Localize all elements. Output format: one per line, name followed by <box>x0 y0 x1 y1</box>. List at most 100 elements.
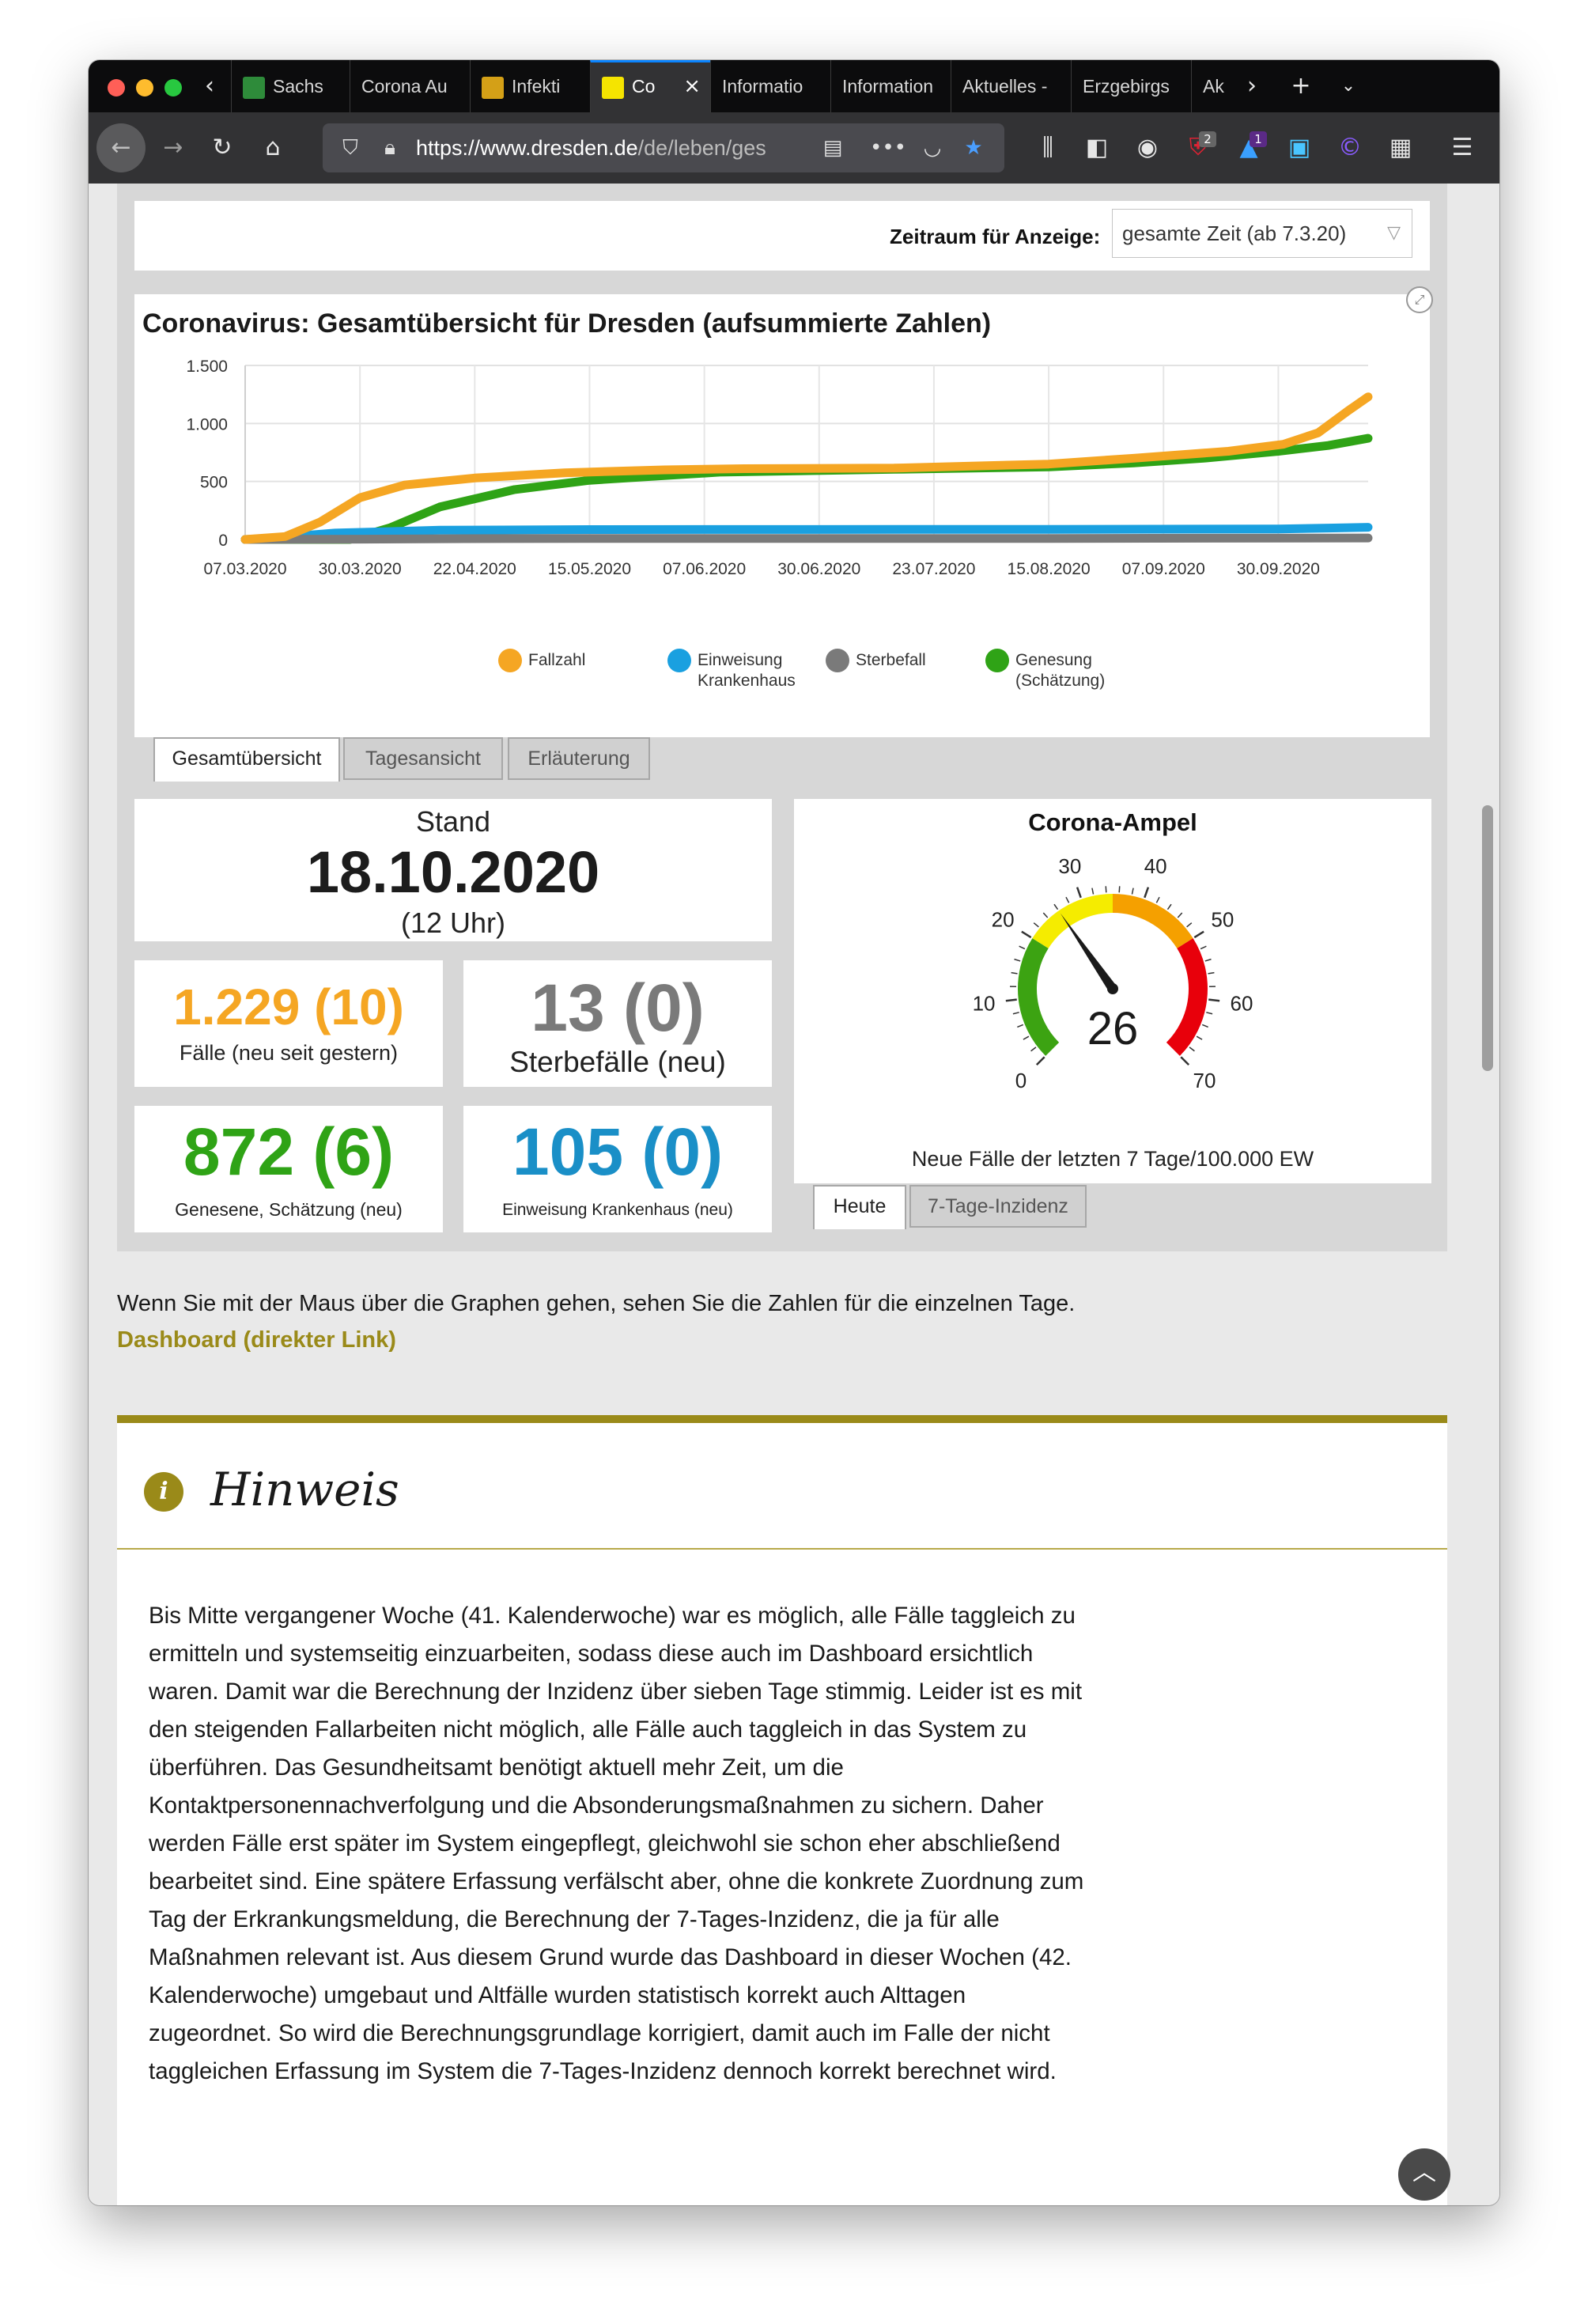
copyright-extension-icon[interactable]: © <box>1338 134 1362 161</box>
x-tick-label: 15.05.2020 <box>548 560 631 578</box>
incidence-gauge[interactable]: 0 10 20 30 40 50 60 70 26 <box>968 854 1257 1092</box>
browser-window: ‹ Sachs Corona Au Infekti Co × Informati… <box>89 60 1499 2205</box>
scroll-to-top-button[interactable]: ︿ <box>1398 2148 1450 2201</box>
browser-tab[interactable]: Ak <box>1191 60 1234 112</box>
tab-tagesansicht[interactable]: Tagesansicht <box>343 737 503 780</box>
url-bar[interactable]: ⛉ 🔒︎ https://www.dresden.de/de/leben/ges… <box>323 123 1004 172</box>
browser-tab[interactable]: Infekti <box>470 60 590 112</box>
zoom-window-button[interactable] <box>164 79 182 97</box>
scroll-tabs-left-icon[interactable]: ‹ <box>205 72 214 100</box>
legend-item-sterbefall[interactable]: Sterbefall <box>826 649 926 672</box>
page-scrollbar[interactable] <box>1477 184 1499 2205</box>
browser-tab[interactable]: Erzgebirgs <box>1071 60 1191 112</box>
y-tick-label: 1.500 <box>186 358 228 376</box>
pocket-icon[interactable]: ◡ <box>923 136 942 160</box>
page-actions-icon[interactable]: ••• <box>870 136 907 160</box>
close-tab-icon[interactable]: × <box>683 74 701 98</box>
bookmark-star-icon[interactable]: ★ <box>964 136 983 160</box>
stand-time: (12 Uhr) <box>400 907 506 939</box>
scrollbar-thumb[interactable] <box>1482 805 1493 1071</box>
reader-view-icon[interactable]: ▤ <box>822 136 843 160</box>
kpi-value: 13 (0) <box>531 971 705 1045</box>
gauge-tick <box>1011 971 1018 975</box>
tab-gesamtuebersicht[interactable]: Gesamtübersicht <box>153 737 340 782</box>
account-icon[interactable]: ◉ <box>1136 134 1159 161</box>
x-tick-label: 30.09.2020 <box>1237 560 1320 578</box>
shield-icon[interactable]: ⛉ <box>342 136 358 160</box>
tab-list-icon[interactable]: ⌄ <box>1340 76 1356 96</box>
hinweis-header: i Hinweis <box>117 1423 1447 1550</box>
scroll-tabs-right-icon[interactable]: › <box>1247 72 1257 100</box>
sidebar-icon[interactable]: ◧ <box>1085 134 1109 161</box>
library-icon[interactable]: ⫼ <box>1042 134 1053 161</box>
gauge-tick <box>1076 887 1082 899</box>
gauge-tick <box>1177 912 1183 918</box>
legend-dot <box>985 649 1009 672</box>
lock-icon[interactable]: 🔒︎ <box>384 136 395 160</box>
url-text[interactable]: https://www.dresden.de/de/leben/ges <box>416 136 766 160</box>
ublock-icon[interactable]: ⛨ 2 <box>1180 130 1216 166</box>
browser-tab[interactable]: Informatio <box>710 60 830 112</box>
legend-item-fallzahl[interactable]: Fallzahl <box>498 649 585 672</box>
tab-favicon <box>243 76 265 99</box>
kpi-genesene[interactable]: 872 (6) Genesene, Schätzung (neu) <box>134 1106 443 1232</box>
gauge-tick-label: 50 <box>1211 908 1234 932</box>
legend-item-genesung[interactable]: Genesung (Schätzung) <box>985 649 1105 691</box>
kpi-faelle[interactable]: 1.229 (10) Fälle (neu seit gestern) <box>134 960 443 1087</box>
home-button[interactable]: ⌂ <box>265 134 281 161</box>
gauge-tick <box>1042 912 1049 918</box>
filter-bar: Zeitraum für Anzeige: gesamte Zeit (ab 7… <box>134 201 1430 271</box>
gauge-needle <box>1060 913 1117 992</box>
kpi-einweisung[interactable]: 105 (0) Einweisung Krankenhaus (neu) <box>463 1106 772 1232</box>
gauge-band <box>1112 894 1193 949</box>
legend-dot <box>667 649 691 672</box>
browser-tab-active[interactable]: Co × <box>590 60 710 112</box>
kpi-value: 872 (6) <box>183 1115 395 1189</box>
tab-7-tage-inzidenz[interactable]: 7-Tage-Inzidenz <box>909 1185 1087 1228</box>
close-window-button[interactable] <box>108 79 125 97</box>
stand-date: 18.10.2020 <box>306 839 600 905</box>
gauge-tick <box>1186 922 1193 928</box>
forward-button[interactable]: → <box>163 134 183 161</box>
gauge-tick <box>1005 998 1017 1002</box>
extension-icon[interactable]: ▲ 1 <box>1231 130 1267 166</box>
legend-item-einweisung[interactable]: Einweisung Krankenhaus <box>667 649 796 691</box>
save-extension-icon[interactable]: ▣ <box>1287 134 1311 161</box>
reload-button[interactable]: ↻ <box>212 134 233 161</box>
kpi-sterbefaelle[interactable]: 13 (0) Sterbefälle (neu) <box>463 960 772 1087</box>
y-tick-label: 0 <box>218 532 228 550</box>
back-button[interactable]: ← <box>96 123 146 172</box>
gauge-tick-label: 20 <box>992 908 1015 932</box>
gauge-tick <box>1200 945 1207 950</box>
browser-tab[interactable]: Information <box>830 60 951 112</box>
expand-icon[interactable]: ⤢ <box>1406 286 1433 313</box>
new-tab-icon[interactable]: + <box>1291 72 1311 100</box>
tab-heute[interactable]: Heute <box>813 1185 906 1229</box>
browser-tab[interactable]: Aktuelles - <box>951 60 1071 112</box>
x-tick-label: 22.04.2020 <box>433 560 516 578</box>
cumulative-line-chart[interactable]: 0 500 1.000 1.500 07.03.2020 30.03.2020 22.04.… <box>134 358 1430 642</box>
menu-icon[interactable]: ☰ <box>1451 134 1473 161</box>
gauge-tick <box>1166 903 1172 910</box>
extension-badge: 1 <box>1250 131 1267 147</box>
x-tick-label: 30.03.2020 <box>319 560 402 578</box>
ublock-badge: 2 <box>1199 131 1216 147</box>
series-line-fallzahl <box>240 392 1373 544</box>
browser-tab[interactable]: Corona Au <box>350 60 470 112</box>
gauge-tick <box>1180 1056 1190 1066</box>
gauge-tick <box>1208 971 1215 975</box>
dashboard-direct-link[interactable]: Dashboard (direkter Link) <box>117 1327 396 1353</box>
gauge-band <box>1166 938 1208 1056</box>
browser-tab[interactable]: Sachs <box>231 60 350 112</box>
page-content: Zeitraum für Anzeige: gesamte Zeit (ab 7… <box>89 184 1499 2205</box>
gauge-tick <box>1023 1035 1030 1040</box>
gauge-tick <box>1193 930 1204 939</box>
gauge-tick <box>1033 922 1039 928</box>
clipboard-extension-icon[interactable]: ▦ <box>1389 134 1412 161</box>
tab-erlaeuterung[interactable]: Erläuterung <box>508 737 650 780</box>
hover-hint-text: Wenn Sie mit der Maus über die Graphen g… <box>117 1291 1076 1316</box>
minimize-window-button[interactable] <box>136 79 153 97</box>
gauge-tick <box>1053 903 1059 910</box>
x-tick-label: 07.06.2020 <box>663 560 746 578</box>
time-range-select[interactable]: gesamte Zeit (ab 7.3.20) ▽ <box>1112 209 1412 258</box>
